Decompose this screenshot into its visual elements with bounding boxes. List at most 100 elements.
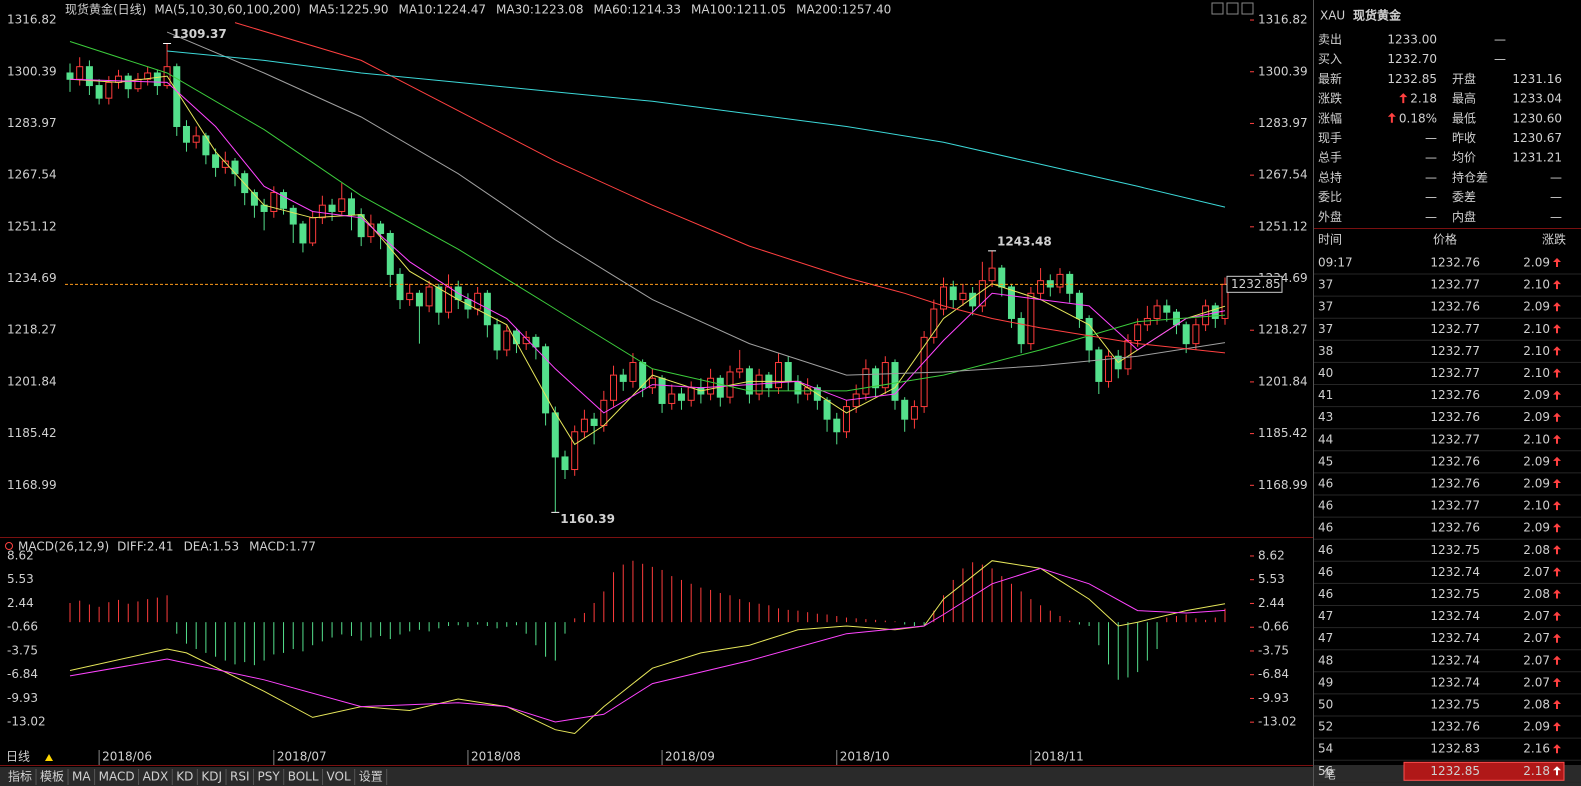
tick-time: 37 bbox=[1318, 322, 1333, 336]
quote-label: — bbox=[1494, 33, 1506, 47]
candle-body bbox=[648, 377, 656, 389]
candle-body bbox=[580, 418, 588, 433]
y-tick-label: -0.66 bbox=[7, 620, 38, 634]
legend-item: MA100:1211.05 bbox=[691, 3, 786, 17]
candle-body bbox=[872, 368, 880, 389]
candle-body bbox=[134, 78, 142, 90]
tick-price: 1232.77 bbox=[1430, 344, 1480, 358]
tick-price: 1232.75 bbox=[1430, 698, 1480, 712]
y-tick-label: 1168.99 bbox=[1258, 478, 1308, 492]
y-tick-label: -3.75 bbox=[7, 643, 38, 657]
tab[interactable]: 指标 bbox=[8, 769, 32, 784]
tab[interactable]: PSY bbox=[258, 770, 281, 784]
candle-body bbox=[736, 368, 744, 373]
tab[interactable]: 设置 bbox=[359, 770, 383, 784]
candle-body bbox=[891, 362, 899, 401]
candle-body bbox=[1027, 292, 1035, 345]
tick-change: 2.09 bbox=[1523, 300, 1550, 314]
tick-price: 1232.76 bbox=[1430, 300, 1480, 314]
up-arrow bbox=[1553, 479, 1561, 488]
candle-body bbox=[144, 72, 152, 80]
tick-time: 09:17 bbox=[1318, 256, 1353, 270]
tab[interactable]: MA bbox=[72, 770, 91, 784]
candle-body bbox=[231, 160, 239, 175]
y-tick-label: 1300.39 bbox=[7, 64, 57, 78]
quote-value: — bbox=[1425, 190, 1437, 204]
y-tick-label: 1185.42 bbox=[1258, 426, 1308, 440]
tab[interactable]: MACD bbox=[99, 770, 135, 784]
high-label: 1243.48 bbox=[997, 234, 1052, 248]
y-tick-label: 2.44 bbox=[7, 596, 34, 610]
quote-label: 持仓差 bbox=[1452, 169, 1488, 184]
quote-value: — bbox=[1425, 170, 1437, 184]
tick-highlight bbox=[1403, 761, 1565, 781]
y-tick-label: 1185.42 bbox=[7, 426, 57, 440]
indicator-icon[interactable] bbox=[5, 542, 13, 550]
tick-change: 2.07 bbox=[1523, 565, 1550, 579]
window-icon[interactable] bbox=[1241, 2, 1254, 15]
y-tick-label: 1316.82 bbox=[1258, 13, 1308, 27]
tick-time: 46 bbox=[1318, 543, 1333, 557]
period-arrow[interactable] bbox=[45, 754, 53, 761]
quote-label: 买入 bbox=[1318, 52, 1342, 66]
tick-price: 1232.75 bbox=[1430, 587, 1480, 601]
tick-change: 2.10 bbox=[1523, 432, 1550, 446]
candle-body bbox=[571, 431, 579, 471]
candle-body bbox=[115, 75, 123, 83]
candle-body bbox=[901, 399, 909, 420]
tick-footer[interactable]: 笔 bbox=[1324, 767, 1336, 782]
candle-body bbox=[677, 393, 685, 401]
y-tick-label: -6.84 bbox=[7, 667, 38, 681]
tick-time: 47 bbox=[1318, 609, 1333, 623]
y-tick-label: 1283.97 bbox=[7, 116, 57, 130]
window-icon[interactable] bbox=[1226, 2, 1239, 15]
tab[interactable]: ADX bbox=[143, 770, 169, 784]
up-arrow bbox=[1553, 545, 1561, 555]
tick-price: 1232.76 bbox=[1430, 477, 1480, 491]
tick-time: 50 bbox=[1318, 698, 1333, 712]
tick-header: 涨跌 bbox=[1542, 232, 1566, 247]
tick-header: 时间 bbox=[1318, 233, 1342, 247]
candle-body bbox=[1143, 317, 1151, 326]
tick-change: 2.10 bbox=[1523, 278, 1550, 292]
quote-value: 1232.70 bbox=[1387, 52, 1437, 66]
tab[interactable]: KD bbox=[176, 770, 193, 784]
low-label: 1160.39 bbox=[560, 512, 615, 526]
tick-time: 49 bbox=[1318, 675, 1333, 689]
tab[interactable]: KDJ bbox=[201, 770, 222, 784]
candle-body bbox=[318, 204, 326, 219]
tab[interactable]: BOLL bbox=[288, 770, 319, 784]
tick-time: 46 bbox=[1318, 499, 1333, 513]
up-arrow bbox=[1553, 302, 1561, 312]
up-arrow bbox=[1399, 93, 1408, 104]
tick-time: 46 bbox=[1318, 521, 1333, 535]
candle-body bbox=[1085, 317, 1093, 351]
tick-time: 44 bbox=[1318, 432, 1333, 446]
candle-body bbox=[299, 223, 307, 244]
up-arrow bbox=[1553, 368, 1561, 378]
candle-body bbox=[823, 399, 831, 420]
candle-body bbox=[66, 72, 74, 80]
up-arrow bbox=[1553, 324, 1561, 334]
tick-price: 1232.77 bbox=[1430, 499, 1480, 513]
up-arrow bbox=[1553, 456, 1561, 466]
quote-value: 1230.67 bbox=[1512, 131, 1562, 145]
y-tick-label: 1251.12 bbox=[1258, 219, 1308, 233]
tick-change: 2.08 bbox=[1523, 698, 1550, 712]
tab[interactable]: 模板 bbox=[40, 770, 64, 784]
tick-change: 2.09 bbox=[1523, 410, 1550, 424]
candle-body bbox=[1192, 324, 1200, 345]
candle-body bbox=[76, 66, 84, 80]
y-tick-label: 1267.54 bbox=[1258, 168, 1308, 182]
legend-item: MA10:1224.47 bbox=[399, 3, 487, 17]
candle-body bbox=[493, 324, 501, 351]
y-tick-label: 1218.27 bbox=[7, 323, 57, 337]
tab[interactable]: VOL bbox=[327, 770, 351, 784]
tab[interactable]: RSI bbox=[230, 770, 250, 784]
tick-time: 37 bbox=[1318, 278, 1333, 292]
candle-body bbox=[1134, 324, 1142, 341]
y-tick-label: -0.66 bbox=[1258, 620, 1289, 634]
window-icon[interactable] bbox=[1211, 2, 1224, 15]
tab-bar bbox=[0, 767, 1313, 786]
quote-value: 1233.04 bbox=[1512, 92, 1562, 106]
